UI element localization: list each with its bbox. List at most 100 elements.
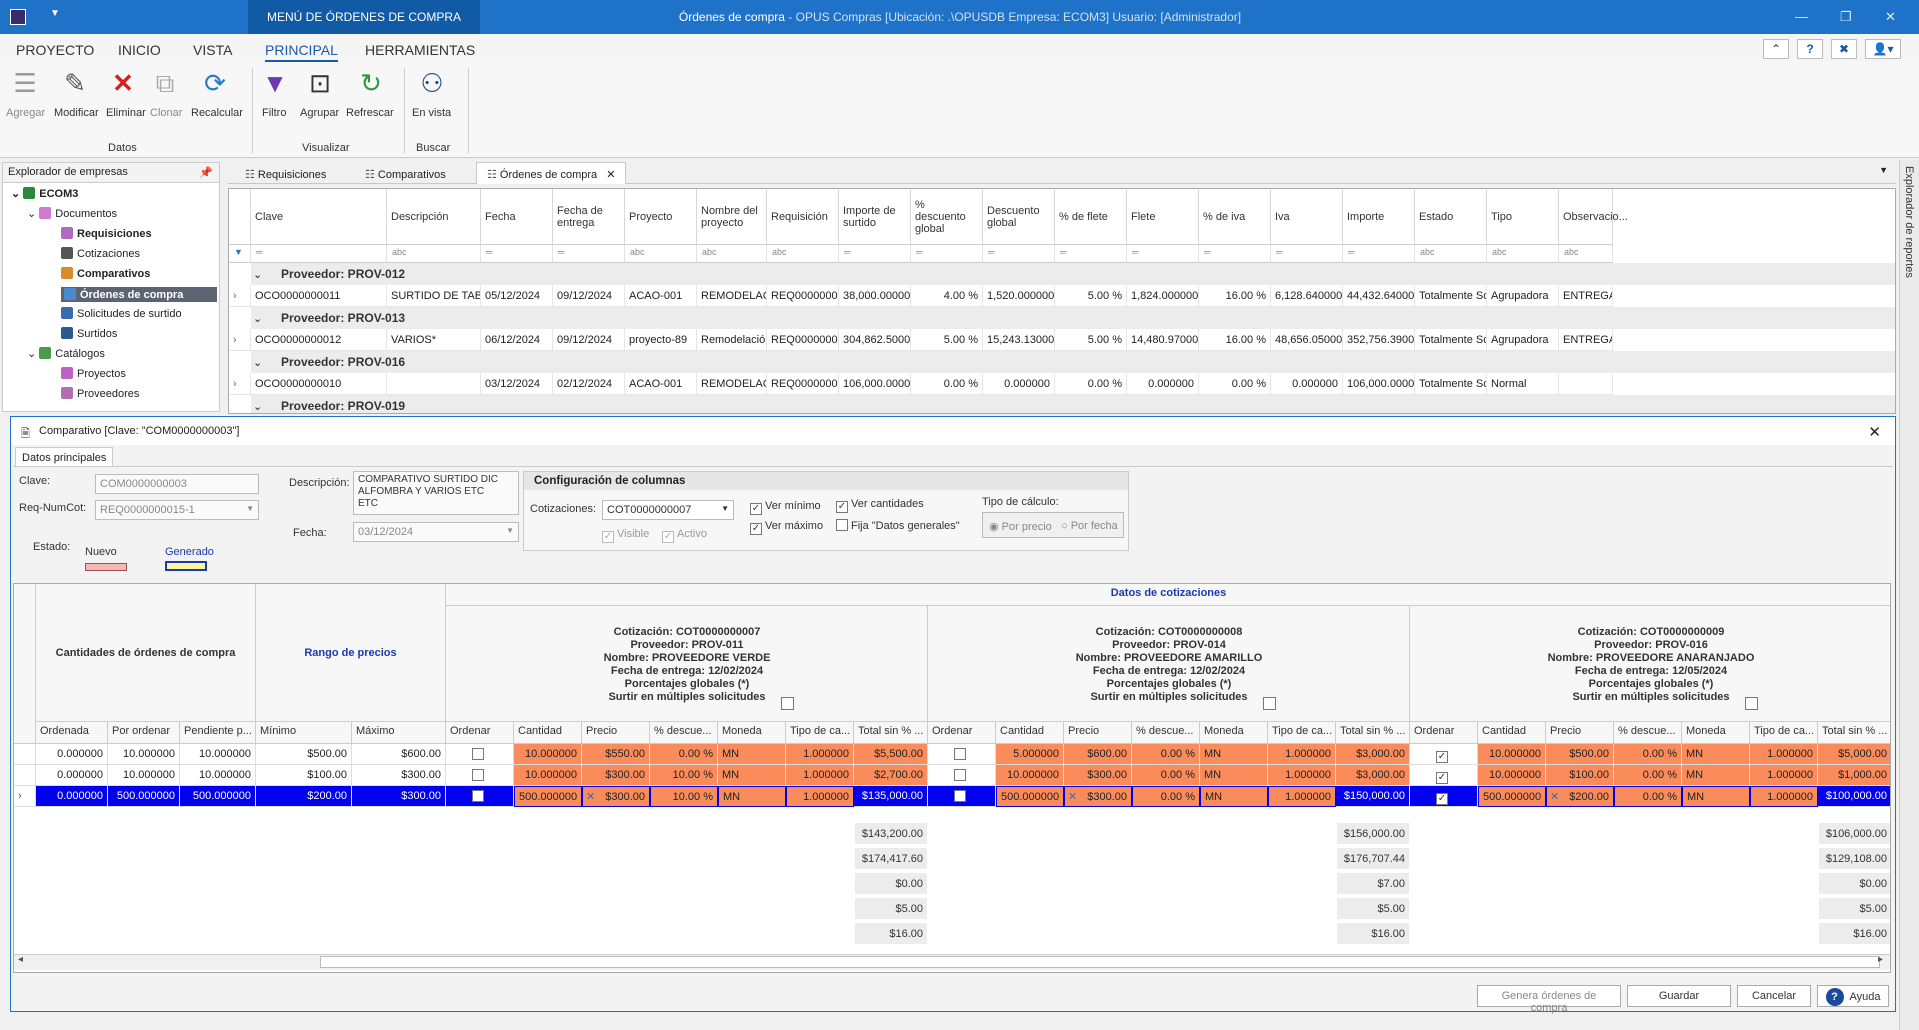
grid-cell[interactable]: ENTREGAR A	[1559, 285, 1613, 307]
genera-ordenes-button[interactable]: Genera órdenes de compra	[1477, 985, 1621, 1014]
left-col-header[interactable]: Pendiente p...	[180, 722, 256, 744]
quick-access-dropdown-icon[interactable]: ▼	[50, 8, 60, 19]
grid-cell[interactable]: 16.00 %	[1199, 285, 1271, 307]
ordenar-checkbox-cell[interactable]	[928, 786, 996, 807]
clone-button[interactable]: Clonar	[150, 107, 183, 119]
column-header[interactable]: Fecha	[481, 189, 553, 245]
column-filter-cell[interactable]: ═	[983, 245, 1055, 263]
column-filter-cell[interactable]: abc	[387, 245, 481, 263]
quote-cell[interactable]: MN	[1682, 786, 1750, 807]
grid-cell[interactable]: 4.00 %	[911, 285, 983, 307]
column-header[interactable]: % descuento global	[911, 189, 983, 245]
column-header[interactable]: Estado	[1415, 189, 1487, 245]
group-row[interactable]: Proveedor: PROV-012	[251, 263, 1895, 285]
quote-cell[interactable]: $5,000.00	[1818, 744, 1890, 765]
tree-solicitudes[interactable]: Solicitudes de surtido	[61, 307, 182, 320]
grid-cell[interactable]: 09/12/2024	[553, 329, 625, 351]
grid-cell[interactable]: 5.00 %	[911, 329, 983, 351]
ordenar-checkbox[interactable]: ✓	[1436, 793, 1448, 805]
left-cell[interactable]: 10.000000	[108, 744, 180, 765]
grid-cell[interactable]: Remodelación	[697, 329, 767, 351]
quote-cell[interactable]: $5,500.00	[854, 744, 928, 765]
grid-cell[interactable]: Totalmente So...	[1415, 285, 1487, 307]
ordenar-checkbox[interactable]	[954, 769, 966, 781]
recalculate-button[interactable]: Recalcular	[191, 107, 243, 119]
surtir-multiple-checkbox[interactable]	[1263, 697, 1276, 710]
quote-cell[interactable]: 1.000000	[786, 765, 854, 786]
quote-cell[interactable]: 0.00 %	[1132, 765, 1200, 786]
visible-checkbox[interactable]: ✓ Visible	[602, 528, 650, 543]
column-filter-cell[interactable]: ═	[553, 245, 625, 263]
quote-col-header[interactable]: % descue...	[1614, 722, 1682, 744]
grid-cell[interactable]: 03/12/2024	[481, 373, 553, 395]
left-col-header[interactable]: Máximo	[352, 722, 446, 744]
tab-vista[interactable]: VISTA	[193, 42, 233, 58]
column-filter-cell[interactable]: abc	[1415, 245, 1487, 263]
quote-cell[interactable]: $300.00	[582, 765, 650, 786]
column-filter-cell[interactable]: abc	[767, 245, 839, 263]
quote-col-header[interactable]: Moneda	[1200, 722, 1268, 744]
grid-cell[interactable]: 06/12/2024	[481, 329, 553, 351]
quote-col-header[interactable]: Ordenar	[928, 722, 996, 744]
row-indicator[interactable]	[14, 744, 36, 765]
ordenar-checkbox-cell[interactable]: ✓	[1410, 765, 1478, 786]
ordenar-checkbox-cell[interactable]	[928, 765, 996, 786]
quote-col-header[interactable]: Ordenar	[1410, 722, 1478, 744]
quote-cell[interactable]: 10.000000	[996, 765, 1064, 786]
column-filter-cell[interactable]: ═	[1055, 245, 1127, 263]
grid-cell[interactable]: 6,128.640000	[1271, 285, 1343, 307]
grid-cell[interactable]: ACAO-001	[625, 373, 697, 395]
quote-cell[interactable]: $300.00	[1064, 765, 1132, 786]
grid-cell[interactable]: ENTREGAR A	[1559, 329, 1613, 351]
dialog-close-icon[interactable]: ✕	[1868, 424, 1881, 441]
quote-cell[interactable]: 10.00 %	[650, 765, 718, 786]
left-col-header[interactable]: Mínimo	[256, 722, 352, 744]
tree-proyectos[interactable]: Proyectos	[61, 367, 126, 380]
left-cell[interactable]: $200.00	[256, 786, 352, 807]
quote-col-header[interactable]: Moneda	[1682, 722, 1750, 744]
quote-cell[interactable]: 1.000000	[1750, 786, 1818, 807]
grid-cell[interactable]: 0.000000	[983, 373, 1055, 395]
app-icon[interactable]	[10, 9, 26, 25]
column-header[interactable]: % de iva	[1199, 189, 1271, 245]
left-cell[interactable]: $300.00	[352, 786, 446, 807]
fija-datos-checkbox[interactable]: Fija "Datos generales"	[836, 519, 960, 532]
quote-col-header[interactable]: % descue...	[1132, 722, 1200, 744]
quote-col-header[interactable]: Ordenar	[446, 722, 514, 744]
quote-cell[interactable]: 0.00 %	[1614, 744, 1682, 765]
left-col-header[interactable]: Ordenada	[36, 722, 108, 744]
ayuda-button[interactable]: ? Ayuda	[1817, 985, 1889, 1007]
grid-cell[interactable]: Totalmente So...	[1415, 373, 1487, 395]
help-icon[interactable]: ?	[1797, 39, 1823, 59]
grid-cell[interactable]: Agrupadora	[1487, 329, 1559, 351]
left-cell[interactable]: $300.00	[352, 765, 446, 786]
activo-checkbox[interactable]: ✓ Activo	[662, 528, 707, 543]
tools-icon[interactable]: ✖	[1831, 39, 1857, 59]
group-row[interactable]: Proveedor: PROV-019	[251, 395, 1895, 413]
left-cell[interactable]: 500.000000	[108, 786, 180, 807]
quote-cell[interactable]: MN	[718, 765, 786, 786]
reqnum-field[interactable]: REQ0000000015-1 ▼	[95, 500, 259, 520]
column-header[interactable]: Descuento global	[983, 189, 1055, 245]
quote-cell[interactable]: 10.000000	[1478, 765, 1546, 786]
column-filter-cell[interactable]: ═	[1343, 245, 1415, 263]
tree-proveedores[interactable]: Proveedores	[61, 387, 139, 400]
quote-col-header[interactable]: Precio	[1546, 722, 1614, 744]
grid-cell[interactable]: 304,862.5000...	[839, 329, 911, 351]
quote-cell[interactable]: 5.000000	[996, 744, 1064, 765]
ordenar-checkbox[interactable]: ✓	[1436, 772, 1448, 784]
ordenar-checkbox[interactable]	[954, 748, 966, 760]
grid-cell[interactable]: REQ00000000...	[767, 373, 839, 395]
quote-col-header[interactable]: Precio	[582, 722, 650, 744]
collapse-ribbon-icon[interactable]: ⌃	[1763, 39, 1789, 59]
left-cell[interactable]: 0.000000	[36, 765, 108, 786]
column-header[interactable]: Observacio...	[1559, 189, 1628, 245]
quote-cell[interactable]: $3,000.00	[1336, 765, 1410, 786]
filter-row-icon[interactable]: ▼	[229, 245, 251, 263]
column-header[interactable]: Fecha de entrega	[553, 189, 625, 245]
tree-requisiciones[interactable]: Requisiciones	[61, 227, 152, 240]
column-filter-cell[interactable]: abc	[697, 245, 767, 263]
grid-cell[interactable]: Totalmente So...	[1415, 329, 1487, 351]
column-filter-cell[interactable]: abc	[625, 245, 697, 263]
grid-cell[interactable]: 48,656.050000	[1271, 329, 1343, 351]
